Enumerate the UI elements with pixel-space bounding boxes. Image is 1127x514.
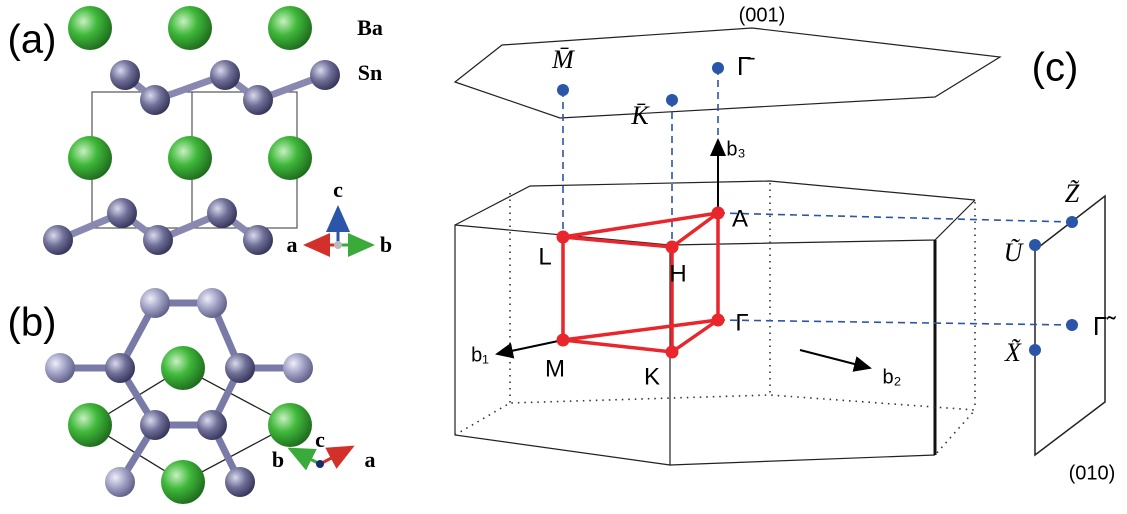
axis-arrow bbox=[290, 449, 318, 463]
atom bbox=[140, 410, 170, 440]
projection bbox=[718, 213, 1072, 222]
panel-label: (c) bbox=[1032, 46, 1079, 90]
atom bbox=[140, 288, 170, 318]
vector-arrow bbox=[497, 340, 563, 354]
atom bbox=[225, 353, 255, 383]
axis-label: a bbox=[287, 232, 298, 257]
point-label: K̄ bbox=[630, 101, 650, 130]
atom bbox=[168, 6, 212, 50]
point-label: X̃ bbox=[1004, 338, 1022, 367]
axis-label: b bbox=[380, 232, 392, 257]
atom bbox=[243, 225, 273, 255]
point-label: K bbox=[644, 363, 660, 390]
plane-label: (010) bbox=[1069, 462, 1116, 484]
vector-label: b₂ bbox=[883, 366, 902, 388]
axis-origin bbox=[334, 241, 342, 249]
atom bbox=[105, 467, 135, 497]
axis-label: a bbox=[365, 447, 376, 472]
axis-label: c bbox=[333, 177, 343, 202]
atom bbox=[268, 6, 312, 50]
vector-label: b₃ bbox=[726, 138, 745, 160]
atom-label: Ba bbox=[357, 15, 383, 40]
atom bbox=[197, 410, 227, 440]
panel-label: (b) bbox=[8, 301, 57, 345]
atom bbox=[143, 225, 173, 255]
atom bbox=[207, 198, 237, 228]
atom bbox=[268, 403, 312, 447]
atom bbox=[45, 353, 75, 383]
atom-label: Sn bbox=[358, 60, 382, 85]
atom bbox=[168, 136, 212, 180]
atom bbox=[107, 198, 137, 228]
point-label: Γ̃ bbox=[1093, 311, 1116, 341]
point-label: L bbox=[538, 243, 551, 270]
figure: (a) Ba Sn c a b (b) b c a (c) (001) M̄ K… bbox=[0, 0, 1127, 514]
atom bbox=[68, 136, 112, 180]
atom bbox=[161, 460, 205, 504]
bulk-points bbox=[557, 207, 725, 359]
atom bbox=[110, 60, 140, 90]
prism-edge bbox=[670, 455, 935, 465]
vector-arrow bbox=[800, 350, 870, 368]
point-label: Γ bbox=[735, 309, 748, 336]
point-label: Z̃ bbox=[1065, 179, 1080, 208]
prism-edge bbox=[670, 200, 975, 245]
atom bbox=[210, 60, 240, 90]
point-label: A bbox=[732, 205, 748, 232]
atom bbox=[43, 225, 73, 255]
atom bbox=[105, 353, 135, 383]
atom bbox=[268, 136, 312, 180]
point-label: M bbox=[545, 355, 565, 382]
irreducible-wedge bbox=[563, 320, 718, 352]
axis-label: c bbox=[315, 427, 325, 452]
atom bbox=[283, 353, 313, 383]
plane-label: (001) bbox=[739, 4, 786, 26]
panel-label: (a) bbox=[8, 18, 57, 62]
atom bbox=[197, 288, 227, 318]
axis-origin bbox=[316, 460, 324, 468]
atom bbox=[161, 346, 205, 390]
atom bbox=[68, 6, 112, 50]
atom bbox=[310, 60, 340, 90]
point-label: Ũ bbox=[1004, 238, 1025, 267]
atom bbox=[140, 85, 170, 115]
atom bbox=[225, 467, 255, 497]
point-label: M̄ bbox=[551, 45, 575, 74]
axis-label: b bbox=[272, 447, 284, 472]
vector-label: b₁ bbox=[471, 344, 489, 366]
point-label: Γ̄ bbox=[737, 51, 755, 81]
axis-arrow bbox=[322, 447, 352, 463]
surface-001 bbox=[455, 28, 1000, 118]
projection bbox=[718, 320, 1072, 325]
atom bbox=[68, 403, 112, 447]
atom bbox=[243, 85, 273, 115]
point-label: H bbox=[669, 260, 686, 287]
